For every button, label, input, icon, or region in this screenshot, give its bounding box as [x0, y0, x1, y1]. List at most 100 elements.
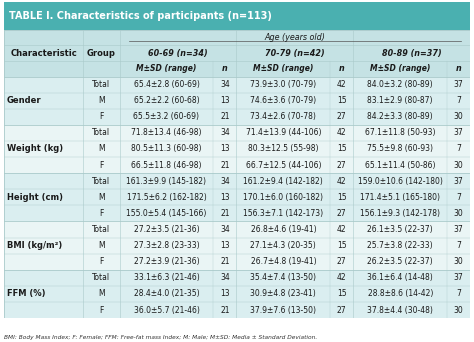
Text: M±SD (range): M±SD (range): [253, 64, 313, 73]
Text: Total: Total: [92, 128, 110, 137]
Text: 34: 34: [220, 177, 230, 186]
Bar: [4, 205, 470, 221]
Text: 42: 42: [337, 273, 346, 282]
Text: 15: 15: [337, 241, 346, 250]
Bar: [4, 221, 470, 238]
Text: M: M: [98, 144, 105, 154]
Text: 170.1±6.0 (160-182): 170.1±6.0 (160-182): [243, 193, 323, 202]
Text: 36.0±5.7 (21-46): 36.0±5.7 (21-46): [134, 305, 200, 315]
Text: 37: 37: [454, 177, 464, 186]
Text: BMI (kg/m²): BMI (kg/m²): [7, 241, 62, 250]
Text: 73.4±2.6 (70-78): 73.4±2.6 (70-78): [250, 112, 316, 121]
Bar: [4, 125, 470, 141]
Text: 34: 34: [220, 225, 230, 234]
Bar: [4, 254, 470, 270]
Text: 33.1±6.3 (21-46): 33.1±6.3 (21-46): [134, 273, 200, 282]
Text: 156.1±9.3 (142-178): 156.1±9.3 (142-178): [360, 209, 440, 218]
Text: 7: 7: [456, 193, 461, 202]
Text: TABLE I. Characteristics of participants (n=113): TABLE I. Characteristics of participants…: [9, 11, 272, 21]
Bar: [4, 302, 470, 318]
Text: M±SD (range): M±SD (range): [370, 64, 430, 73]
Text: M: M: [98, 289, 105, 299]
Text: Total: Total: [92, 80, 110, 89]
Text: BMI: Body Mass Index; F: Female; FFM: Free-fat mass Index; M: Male; M±SD: Media : BMI: Body Mass Index; F: Female; FFM: Fr…: [4, 335, 317, 340]
Text: 84.0±3.2 (80-89): 84.0±3.2 (80-89): [367, 80, 433, 89]
Text: 159.0±10.6 (142-180): 159.0±10.6 (142-180): [358, 177, 443, 186]
Text: 30: 30: [454, 305, 464, 315]
Text: 83.1±2.9 (80-87): 83.1±2.9 (80-87): [367, 96, 433, 105]
Text: M: M: [98, 241, 105, 250]
Text: 13: 13: [220, 241, 230, 250]
Text: 34: 34: [220, 128, 230, 137]
Bar: [4, 189, 470, 205]
Text: 65.1±11.4 (50-86): 65.1±11.4 (50-86): [365, 161, 436, 170]
Text: 37: 37: [454, 273, 464, 282]
Text: 42: 42: [337, 128, 346, 137]
Text: 13: 13: [220, 96, 230, 105]
Text: 7: 7: [456, 289, 461, 299]
Text: 36.1±6.4 (14-48): 36.1±6.4 (14-48): [367, 273, 433, 282]
Text: 73.9±3.0 (70-79): 73.9±3.0 (70-79): [250, 80, 317, 89]
Text: 161.3±9.9 (145-182): 161.3±9.9 (145-182): [127, 177, 207, 186]
Text: 13: 13: [220, 193, 230, 202]
Text: 7: 7: [456, 96, 461, 105]
Text: 21: 21: [220, 209, 230, 218]
Text: Total: Total: [92, 273, 110, 282]
Text: 26.1±3.5 (22-37): 26.1±3.5 (22-37): [367, 225, 433, 234]
Text: 35.4±7.4 (13-50): 35.4±7.4 (13-50): [250, 273, 316, 282]
Text: 156.3±7.1 (142-173): 156.3±7.1 (142-173): [243, 209, 323, 218]
Text: 28.8±8.6 (14-42): 28.8±8.6 (14-42): [367, 289, 433, 299]
Text: F: F: [99, 161, 104, 170]
Text: FFM (%): FFM (%): [7, 289, 46, 299]
Text: 21: 21: [220, 112, 230, 121]
Text: 74.6±3.6 (70-79): 74.6±3.6 (70-79): [250, 96, 317, 105]
Text: F: F: [99, 209, 104, 218]
Text: M: M: [98, 193, 105, 202]
Bar: [4, 238, 470, 254]
Text: 21: 21: [220, 161, 230, 170]
Text: 26.2±3.5 (22-37): 26.2±3.5 (22-37): [367, 257, 433, 266]
Bar: [4, 157, 470, 173]
Text: Characteristic: Characteristic: [10, 49, 77, 58]
Text: n: n: [456, 64, 462, 73]
Text: n: n: [339, 64, 345, 73]
Text: 30: 30: [454, 161, 464, 170]
Text: 42: 42: [337, 225, 346, 234]
Text: 67.1±11.8 (50-93): 67.1±11.8 (50-93): [365, 128, 436, 137]
Text: 28.4±4.0 (21-35): 28.4±4.0 (21-35): [134, 289, 199, 299]
Text: 42: 42: [337, 177, 346, 186]
Text: 80.3±12.5 (55-98): 80.3±12.5 (55-98): [248, 144, 319, 154]
Text: 37: 37: [454, 225, 464, 234]
Text: 21: 21: [220, 305, 230, 315]
Bar: [4, 30, 470, 77]
Text: Weight (kg): Weight (kg): [7, 144, 63, 154]
Text: 84.2±3.3 (80-89): 84.2±3.3 (80-89): [367, 112, 433, 121]
Text: 75.5±9.8 (60-93): 75.5±9.8 (60-93): [367, 144, 433, 154]
Text: 60-69 (n=34): 60-69 (n=34): [148, 49, 208, 58]
Text: 27: 27: [337, 161, 346, 170]
Bar: [4, 286, 470, 302]
Bar: [4, 77, 470, 93]
Text: 27.3±2.8 (23-33): 27.3±2.8 (23-33): [134, 241, 199, 250]
Text: M±SD (range): M±SD (range): [136, 64, 197, 73]
Text: 7: 7: [456, 144, 461, 154]
Text: M: M: [98, 96, 105, 105]
Text: 171.5±6.2 (162-182): 171.5±6.2 (162-182): [127, 193, 206, 202]
Text: 37.8±4.4 (30-48): 37.8±4.4 (30-48): [367, 305, 433, 315]
Text: 80.5±11.3 (60-98): 80.5±11.3 (60-98): [131, 144, 202, 154]
Text: 15: 15: [337, 144, 346, 154]
Bar: [4, 141, 470, 157]
Text: Age (years old): Age (years old): [264, 33, 325, 42]
Text: Total: Total: [92, 177, 110, 186]
Text: F: F: [99, 112, 104, 121]
Text: 155.0±5.4 (145-166): 155.0±5.4 (145-166): [126, 209, 207, 218]
Text: 26.8±4.6 (19-41): 26.8±4.6 (19-41): [251, 225, 316, 234]
Text: 15: 15: [337, 193, 346, 202]
Text: 34: 34: [220, 80, 230, 89]
Bar: [4, 270, 470, 286]
Text: 27.2±3.9 (21-36): 27.2±3.9 (21-36): [134, 257, 199, 266]
Bar: [4, 109, 470, 125]
Text: F: F: [99, 257, 104, 266]
Text: 66.5±11.8 (46-98): 66.5±11.8 (46-98): [131, 161, 202, 170]
Text: 37: 37: [454, 80, 464, 89]
